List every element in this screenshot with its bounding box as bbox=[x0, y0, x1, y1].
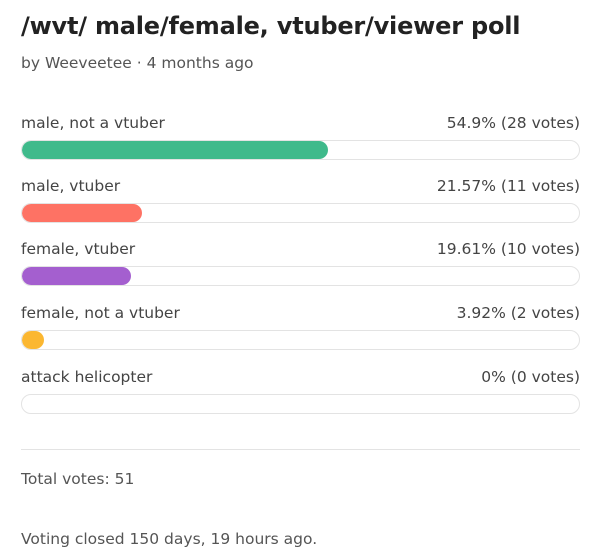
poll-title: /wvt/ male/female, vtuber/viewer poll bbox=[21, 12, 521, 40]
result-bar-track bbox=[21, 203, 580, 223]
option-result: 21.57% (11 votes) bbox=[436, 177, 580, 195]
option-label: male, vtuber bbox=[21, 177, 121, 195]
option-result: 0% (0 votes) bbox=[481, 368, 580, 386]
poll-option: female, not a vtuber 3.92% (2 votes) bbox=[21, 304, 580, 354]
option-label: female, not a vtuber bbox=[21, 304, 180, 322]
result-bar-fill bbox=[22, 141, 328, 159]
poll-option: male, not a vtuber 54.9% (28 votes) bbox=[21, 114, 580, 164]
option-label: attack helicopter bbox=[21, 368, 153, 386]
option-label: female, vtuber bbox=[21, 240, 136, 258]
divider bbox=[21, 449, 580, 450]
result-bar-fill bbox=[22, 331, 44, 349]
option-result: 3.92% (2 votes) bbox=[456, 304, 580, 322]
result-bar-track bbox=[21, 140, 580, 160]
option-label: male, not a vtuber bbox=[21, 114, 165, 132]
voting-closed-status: Voting closed 150 days, 19 hours ago. bbox=[21, 530, 318, 548]
result-bar-fill bbox=[22, 204, 143, 222]
result-bar-track bbox=[21, 266, 580, 286]
option-result: 19.61% (10 votes) bbox=[436, 240, 580, 258]
poll-byline: by Weeveetee · 4 months ago bbox=[21, 54, 254, 72]
result-bar-track bbox=[21, 394, 580, 414]
poll-option: attack helicopter 0% (0 votes) bbox=[21, 368, 580, 418]
total-votes: Total votes: 51 bbox=[21, 470, 135, 488]
result-bar-fill bbox=[22, 267, 132, 285]
option-result: 54.9% (28 votes) bbox=[446, 114, 580, 132]
poll-option: male, vtuber 21.57% (11 votes) bbox=[21, 177, 580, 227]
poll-option: female, vtuber 19.61% (10 votes) bbox=[21, 240, 580, 290]
result-bar-track bbox=[21, 330, 580, 350]
